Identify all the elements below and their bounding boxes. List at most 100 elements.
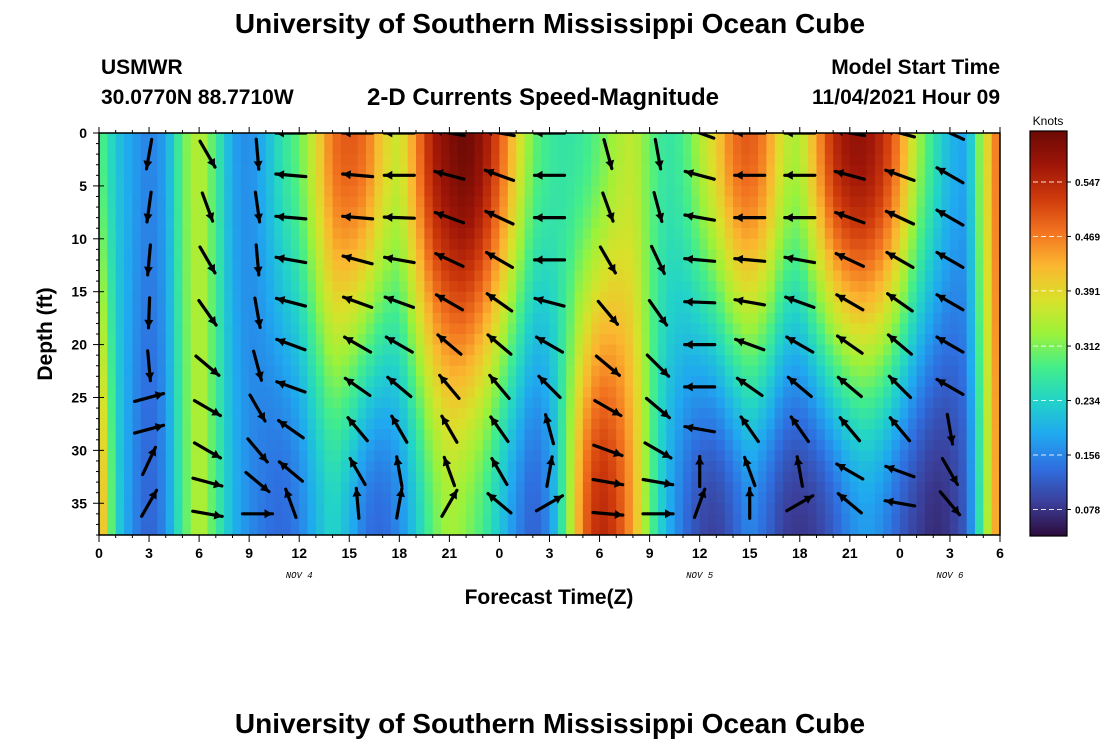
heatmap-cell (949, 397, 959, 409)
heatmap-cell (632, 429, 642, 441)
heatmap-cell (983, 334, 993, 346)
heatmap-cell (924, 217, 934, 229)
heatmap-cell (958, 238, 968, 250)
heatmap-cell (716, 323, 726, 335)
heatmap-cell (407, 429, 417, 441)
heatmap-cell (182, 302, 192, 314)
heatmap-cell (282, 154, 292, 166)
heatmap-cell (874, 164, 884, 176)
heatmap-cell (416, 492, 425, 504)
heatmap-cell (799, 238, 809, 250)
heatmap-cell (157, 429, 167, 441)
heatmap-cell (766, 492, 776, 504)
heatmap-cell (282, 238, 292, 250)
heatmap-cell (399, 418, 409, 430)
heatmap-cell (524, 429, 534, 441)
heatmap-cell (207, 386, 217, 399)
heatmap-cell (307, 513, 317, 526)
heatmap-cell (174, 344, 184, 356)
heatmap-cell (916, 281, 926, 293)
heatmap-cell (741, 185, 751, 198)
heatmap-cell (140, 249, 150, 261)
heatmap-cell (799, 228, 809, 240)
heatmap-cell (424, 228, 434, 240)
heatmap-cell (582, 471, 592, 483)
heatmap-cell (349, 164, 359, 176)
heatmap-cell (274, 196, 284, 208)
heatmap-cell (449, 133, 459, 145)
heatmap-cell (99, 154, 108, 166)
current-arrow (838, 416, 862, 443)
heatmap-cell (424, 429, 434, 441)
heatmap-cell (499, 460, 509, 473)
heatmap-cell (507, 492, 517, 504)
heatmap-cell (774, 207, 784, 219)
heatmap-cell (532, 207, 542, 219)
heatmap-cell (591, 524, 601, 535)
heatmap-cell (499, 238, 509, 250)
heatmap-cell (274, 228, 284, 240)
heatmap-cell (140, 323, 150, 335)
heatmap-cell (516, 344, 526, 356)
heatmap-cell (566, 302, 576, 314)
heatmap-cell (674, 133, 684, 145)
heatmap-cell (824, 439, 834, 451)
heatmap-cell (557, 492, 567, 504)
model-start-label: Model Start Time (831, 56, 1000, 79)
heatmap-cell (132, 492, 142, 504)
heatmap-cell (924, 312, 934, 325)
y-tick-label: 30 (71, 442, 87, 458)
heatmap-cell (808, 450, 818, 462)
heatmap-cell (557, 503, 567, 515)
heatmap-cell (699, 270, 709, 282)
heatmap-cell (257, 334, 267, 346)
heatmap-cell (657, 471, 667, 483)
heatmap-cell (557, 228, 567, 240)
heatmap-cell (516, 312, 526, 325)
heatmap-cell (716, 408, 726, 420)
heatmap-cell (132, 164, 142, 176)
heatmap-cell (240, 164, 250, 176)
heatmap-cell (249, 365, 259, 377)
heatmap-cell (666, 154, 676, 166)
heatmap-cell (666, 524, 676, 535)
heatmap-cell (724, 270, 734, 282)
heatmap-cell (749, 133, 759, 145)
heatmap-cell (499, 408, 509, 420)
heatmap-cell (749, 217, 759, 229)
heatmap-cell (124, 217, 133, 229)
heatmap-cell (516, 249, 526, 261)
heatmap-cell (199, 175, 209, 187)
heatmap-cell (315, 291, 325, 303)
heatmap-cell (899, 291, 909, 303)
heatmap-cell (190, 143, 200, 155)
heatmap-cell (758, 312, 767, 325)
heatmap-cell (182, 238, 192, 250)
heatmap-cell (741, 164, 751, 176)
heatmap-cell (958, 439, 968, 451)
heatmap-cell (541, 471, 551, 483)
heatmap-cell (124, 450, 133, 462)
current-arrow (386, 375, 413, 399)
heatmap-cell (591, 386, 601, 399)
heatmap-cell (524, 524, 534, 535)
heatmap-cell (182, 154, 192, 166)
heatmap-cell (265, 164, 275, 176)
heatmap-cell (574, 207, 584, 219)
heatmap-cell (315, 175, 325, 187)
heatmap-cell (824, 312, 834, 325)
heatmap-cell (249, 238, 259, 250)
heatmap-cell (215, 281, 225, 293)
heatmap-cell (874, 344, 884, 356)
heatmap-cell (974, 460, 984, 473)
heatmap-cell (282, 164, 292, 176)
heatmap-cell (632, 482, 642, 494)
heatmap-cell (599, 408, 609, 420)
heatmap-cell (157, 207, 167, 219)
heatmap-cell (215, 249, 225, 261)
heatmap-cell (841, 228, 851, 240)
heatmap-cell (708, 175, 717, 187)
x-tick-label: 6 (996, 545, 1004, 561)
heatmap-cell (99, 386, 108, 399)
heatmap-cell (524, 450, 534, 462)
